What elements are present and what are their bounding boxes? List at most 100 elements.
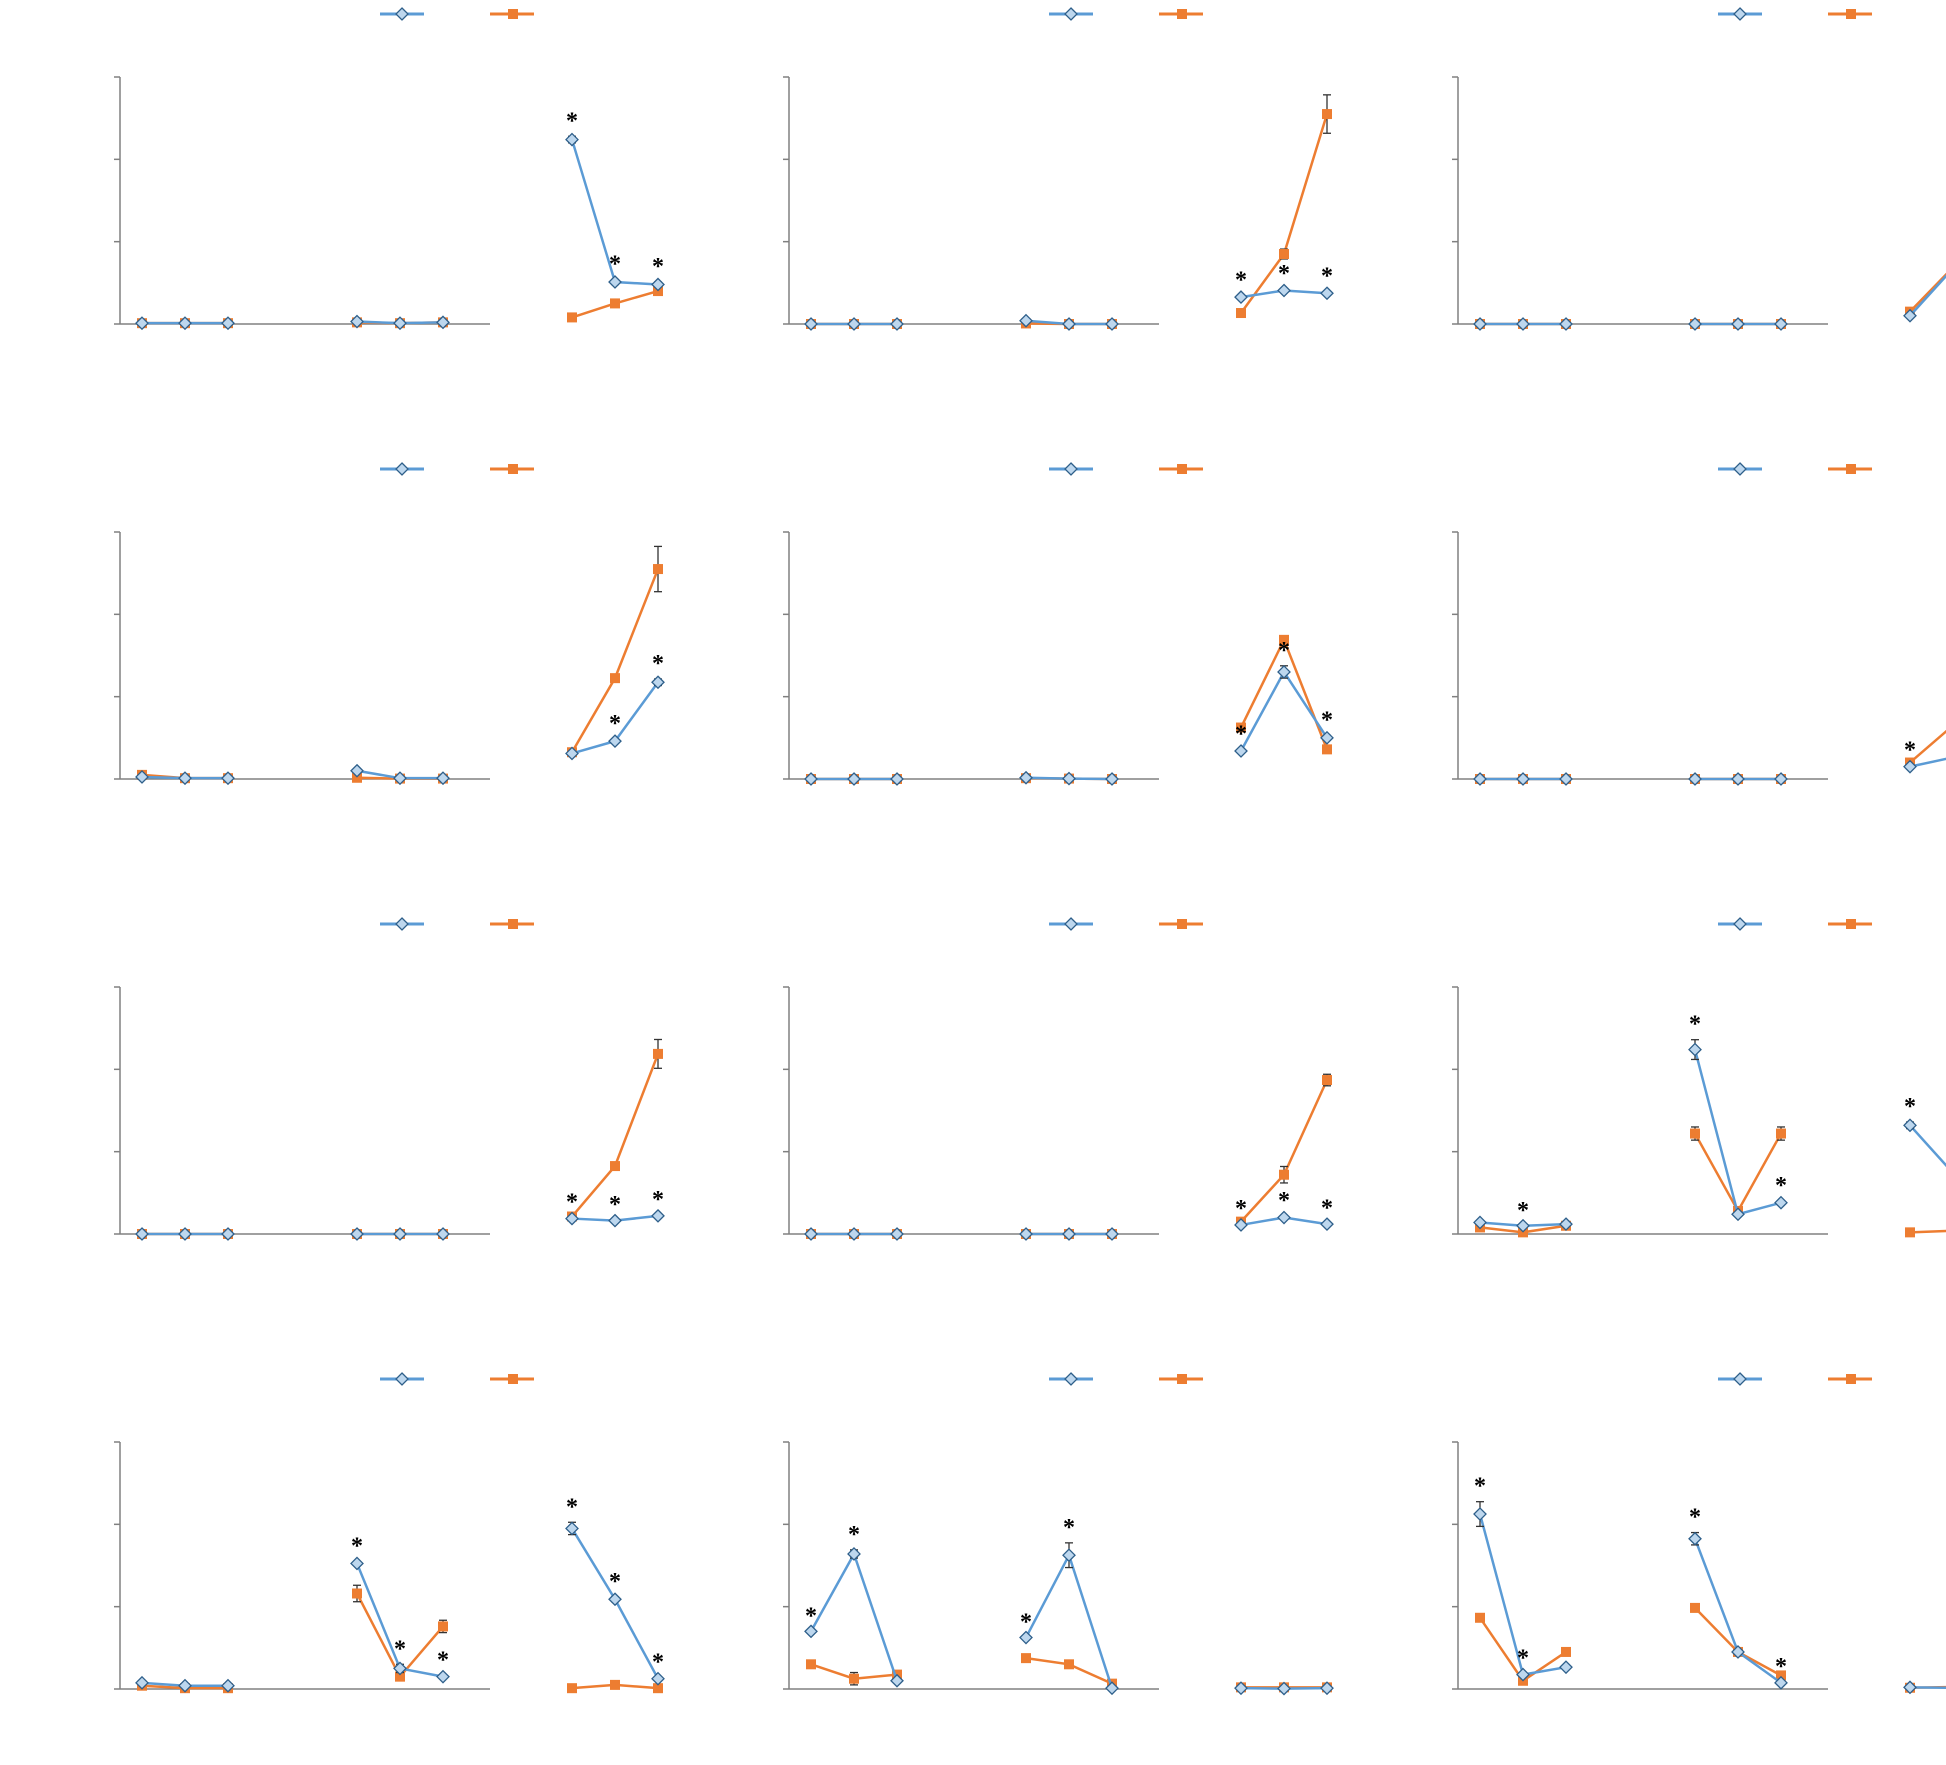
series-ck-line <box>1909 729 1946 764</box>
data-point-ck <box>1322 1075 1332 1086</box>
series-ck-line <box>1909 1229 1946 1234</box>
data-point-ck <box>1561 1646 1571 1657</box>
series-wl-line <box>1693 1049 1782 1216</box>
data-point-wl <box>1903 1680 1917 1695</box>
series-wl-line <box>1909 274 1946 317</box>
data-point-wl <box>890 1227 904 1241</box>
data-point-wl <box>1688 772 1702 786</box>
data-point-wl <box>651 675 665 690</box>
data-point-wl <box>1062 771 1076 786</box>
legend-wl-marker <box>1733 7 1747 21</box>
data-point-wl <box>178 1227 192 1241</box>
data-point-wl <box>1903 308 1917 323</box>
significance-star: * <box>848 1522 860 1548</box>
data-point-wl <box>221 1678 235 1693</box>
significance-star: * <box>652 1187 664 1213</box>
significance-star: * <box>652 254 664 280</box>
data-point-ck <box>567 312 577 323</box>
significance-star: * <box>609 252 621 278</box>
significance-star: * <box>1063 1515 1075 1541</box>
data-point-ck <box>1064 1659 1074 1670</box>
data-point-wl <box>1234 744 1248 758</box>
data-point-wl <box>1019 313 1033 328</box>
data-point-wl <box>565 746 579 761</box>
significance-star: * <box>1775 1654 1787 1680</box>
series-ck-line <box>1694 1607 1782 1677</box>
legend-ck-marker <box>1846 9 1856 19</box>
data-point-wl <box>1277 283 1291 298</box>
data-point-ck <box>1776 1670 1786 1681</box>
data-point-wl <box>1473 317 1487 331</box>
chart-panel-bnnrt2-7a: * * * * <box>783 1372 1334 1696</box>
data-point-wl <box>393 771 407 786</box>
significance-star: * <box>1278 1188 1290 1214</box>
data-point-wl <box>1688 317 1702 331</box>
data-point-wl <box>804 1624 818 1639</box>
data-point-ck <box>610 1161 620 1172</box>
data-point-wl <box>1277 665 1291 679</box>
data-point-wl <box>436 315 450 330</box>
significance-star: * <box>1235 1196 1247 1222</box>
significance-star: * <box>566 108 578 134</box>
data-point-wl <box>1234 1218 1248 1232</box>
significance-star: * <box>1904 1094 1916 1120</box>
legend-wl-marker <box>395 917 409 931</box>
data-point-wl <box>847 772 861 786</box>
data-point-wl <box>393 1661 407 1676</box>
significance-star: * <box>1321 264 1333 290</box>
data-point-ck <box>1236 308 1246 319</box>
data-point-wl <box>608 1213 622 1228</box>
data-point-ck <box>1279 249 1289 260</box>
series-wl-line <box>1909 1124 1946 1168</box>
data-point-wl <box>350 1227 364 1241</box>
data-point-wl <box>651 1208 665 1223</box>
data-point-wl <box>350 1556 364 1571</box>
significance-star: * <box>1278 638 1290 664</box>
data-point-wl <box>651 1671 665 1686</box>
significance-star: * <box>1689 1012 1701 1038</box>
data-point-wl <box>804 772 818 786</box>
data-point-wl <box>1774 1675 1788 1690</box>
data-point-wl <box>221 771 235 786</box>
data-point-wl <box>890 317 904 331</box>
data-point-ck <box>653 564 663 575</box>
significance-star: * <box>609 711 621 737</box>
data-point-wl <box>1903 1118 1917 1133</box>
data-point-wl <box>1320 730 1334 745</box>
series-wl-line <box>1909 757 1946 768</box>
significance-star: * <box>1235 721 1247 747</box>
series-ck-line <box>1909 272 1946 313</box>
data-point-wl <box>135 316 149 331</box>
legend-wl-marker <box>1064 7 1078 21</box>
legend-wl-marker <box>1733 917 1747 931</box>
legend-ck-marker <box>508 919 518 929</box>
legend-wl-marker <box>395 462 409 476</box>
data-point-wl <box>1320 1681 1334 1696</box>
chart-panel-bnnrt2-1b: * * * <box>783 7 1334 331</box>
data-point-wl <box>890 1673 904 1688</box>
data-point-wl <box>1320 286 1334 301</box>
data-point-ck <box>1690 1128 1700 1139</box>
data-point-ck <box>1279 1169 1289 1180</box>
data-point-wl <box>890 772 904 786</box>
data-point-wl <box>1320 1217 1334 1232</box>
chart-panel-bnnrt2-1c: * <box>1452 7 1946 331</box>
chart-panel-bnnrt2-2a: * * * <box>783 917 1334 1241</box>
data-point-wl <box>1731 772 1745 786</box>
chart-panel-bnnrt2-5b: * * * * * * <box>114 1372 665 1694</box>
data-point-ck <box>567 1683 577 1694</box>
data-point-wl <box>608 1592 622 1607</box>
data-point-wl <box>1516 317 1530 331</box>
significance-star: * <box>1321 707 1333 733</box>
legend-ck-marker <box>1177 1374 1187 1384</box>
chart-panel-bnnrt2-5a: ***** <box>1452 917 1946 1238</box>
series-wl-line <box>809 1550 899 1682</box>
series-wl-line <box>1693 1538 1782 1684</box>
data-point-wl <box>1019 770 1033 785</box>
data-point-ck <box>806 1659 816 1670</box>
data-point-ck <box>352 772 362 783</box>
data-point-ck <box>1021 1653 1031 1664</box>
significance-star: * <box>609 1569 621 1595</box>
data-point-wl <box>1062 1548 1076 1563</box>
